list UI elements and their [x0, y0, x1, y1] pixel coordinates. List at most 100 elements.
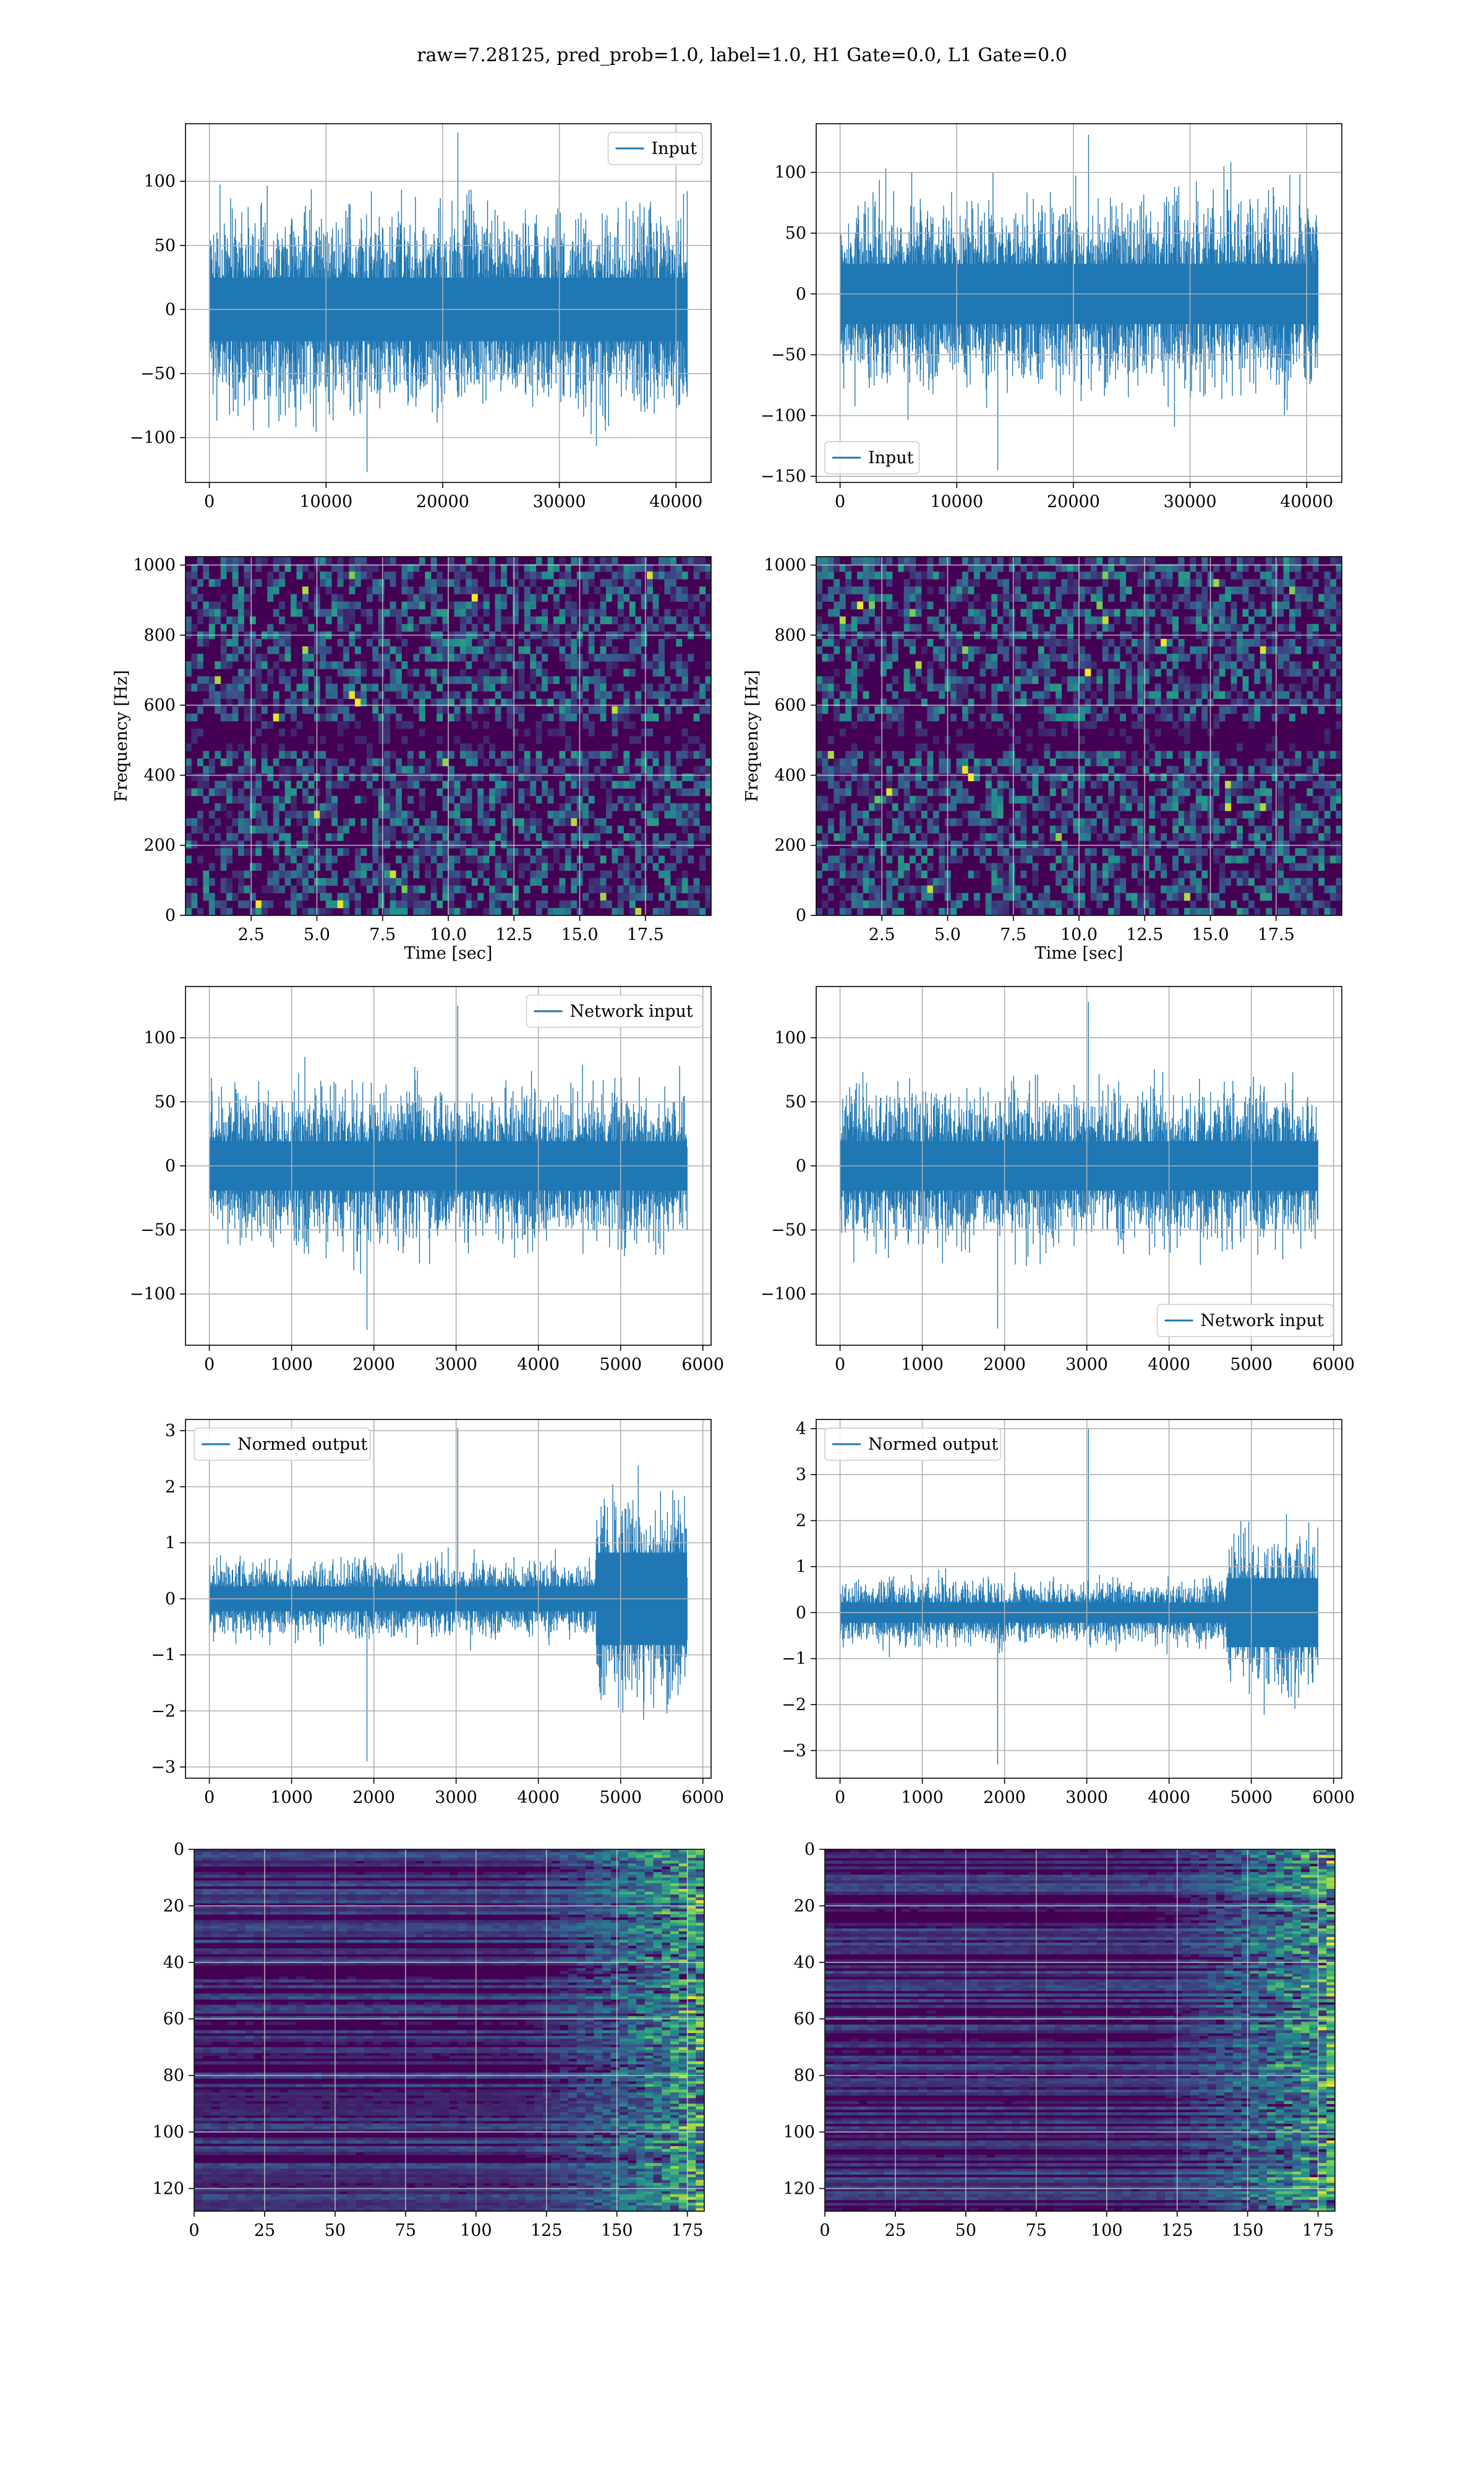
- heatmap-cell: [834, 706, 840, 714]
- heatmap-cell: [1324, 616, 1331, 625]
- heatmap-cell: [681, 616, 688, 625]
- heatmap-cell: [1161, 833, 1167, 841]
- heatmap-cell: [1090, 594, 1097, 602]
- heatmap-cell: [886, 781, 893, 789]
- heatmap-cell: [588, 878, 595, 886]
- heatmap-cell: [396, 623, 402, 632]
- heatmap-cell: [1318, 646, 1325, 654]
- heatmap-cell: [226, 616, 233, 625]
- heatmap-cell: [1219, 609, 1226, 617]
- heatmap-cell: [419, 706, 425, 714]
- heatmap-cell: [1242, 579, 1249, 587]
- heatmap-cell: [1230, 706, 1237, 714]
- heatmap-cell: [320, 751, 326, 759]
- heatmap-cell: [245, 1860, 254, 1864]
- heatmap-cell: [542, 900, 548, 909]
- heatmap-cell: [320, 907, 326, 915]
- heatmap-cell: [337, 638, 344, 647]
- heatmap-cell: [1096, 571, 1103, 580]
- heatmap-cell: [288, 1860, 297, 1864]
- heatmap-cell: [354, 676, 361, 684]
- heatmap-cell: [1312, 609, 1319, 617]
- heatmap-cell: [364, 1860, 373, 1864]
- heatmap-cell: [425, 833, 432, 841]
- heatmap-cell: [985, 773, 992, 781]
- heatmap-cell: [1137, 826, 1144, 834]
- heatmap-cell: [857, 669, 864, 677]
- heatmap-cell: [903, 594, 910, 602]
- heatmap-cell: [1184, 616, 1190, 625]
- heatmap-cell: [244, 751, 250, 759]
- heatmap-cell: [1108, 669, 1115, 677]
- heatmap-cell: [343, 601, 349, 610]
- heatmap-cell: [432, 1849, 441, 1853]
- heatmap-cell: [390, 706, 396, 714]
- heatmap-cell: [255, 669, 262, 677]
- heatmap-cell: [354, 646, 361, 654]
- heatmap-cell: [1184, 818, 1190, 826]
- heatmap-cell: [495, 833, 501, 841]
- heatmap-cell: [384, 826, 391, 834]
- heatmap-cell: [454, 907, 461, 915]
- heatmap-cell: [226, 758, 233, 766]
- heatmap-cell: [512, 616, 519, 625]
- heatmap-cell: [255, 781, 262, 789]
- heatmap-cell: [442, 638, 449, 647]
- heatmap-cell: [517, 1855, 526, 1859]
- heatmap-cell: [588, 900, 595, 909]
- heatmap-cell: [407, 766, 414, 774]
- heatmap-cell: [1172, 833, 1179, 841]
- heatmap-cell: [1289, 892, 1295, 901]
- heatmap-cell: [1312, 758, 1319, 766]
- heatmap-cell: [676, 661, 683, 669]
- heatmap-cell: [681, 669, 688, 677]
- heatmap-cell: [927, 557, 934, 565]
- heatmap-cell: [547, 557, 554, 565]
- heatmap-cell: [413, 848, 420, 856]
- heatmap-cell: [1307, 601, 1313, 610]
- heatmap-cell: [1161, 713, 1167, 722]
- heatmap-cell: [360, 683, 367, 691]
- heatmap-cell: [1166, 638, 1173, 647]
- heatmap-cell: [834, 638, 840, 647]
- heatmap-cell: [1120, 841, 1127, 849]
- heatmap-cell: [681, 878, 688, 886]
- heatmap-cell: [396, 691, 402, 700]
- heatmap-cell: [641, 638, 647, 647]
- heatmap-cell: [331, 795, 338, 804]
- heatmap-cell: [1248, 766, 1255, 774]
- heatmap-cell: [1237, 571, 1243, 580]
- heatmap-cell: [979, 564, 986, 572]
- heatmap-cell: [1149, 900, 1156, 909]
- heatmap-cell: [1061, 721, 1068, 729]
- heatmap-cell: [284, 841, 291, 849]
- heatmap-cell: [1132, 766, 1138, 774]
- heatmap-cell: [1213, 623, 1220, 632]
- heatmap-cell: [524, 646, 531, 654]
- heatmap-cell: [571, 654, 578, 662]
- heatmap-cell: [880, 564, 887, 572]
- heatmap-cell: [1044, 586, 1051, 594]
- heatmap-cell: [886, 833, 893, 841]
- heatmap-cell: [255, 691, 262, 700]
- heatmap-cell: [501, 646, 507, 654]
- heatmap-cell: [582, 788, 589, 797]
- heatmap-cell: [670, 892, 676, 901]
- heatmap-cell: [238, 586, 244, 594]
- heatmap-cell: [1067, 616, 1074, 625]
- heatmap-cell: [915, 885, 922, 894]
- heatmap-cell: [915, 766, 922, 774]
- heatmap-cell: [845, 586, 852, 594]
- heatmap-cell: [845, 713, 852, 722]
- heatmap-cell: [1312, 818, 1319, 826]
- heatmap-cell: [968, 810, 974, 819]
- heatmap-cell: [535, 728, 542, 737]
- heatmap-cell: [1108, 683, 1115, 691]
- heatmap-cell: [320, 810, 326, 819]
- heatmap-cell: [956, 646, 963, 654]
- heatmap-cell: [1149, 706, 1156, 714]
- heatmap-cell: [956, 638, 963, 647]
- heatmap-cell: [325, 833, 332, 841]
- heatmap-cell: [325, 863, 332, 871]
- heatmap-cell: [571, 557, 578, 565]
